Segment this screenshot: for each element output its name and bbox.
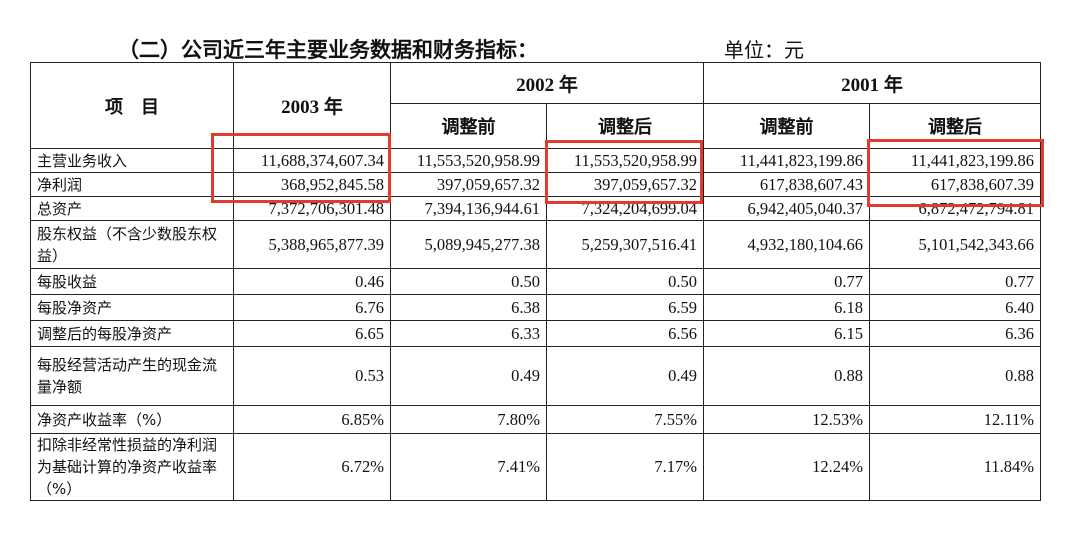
highlight-box-2002-after	[545, 140, 703, 204]
table-row: 总资产 7,372,706,301.48 7,394,136,944.61 7,324…	[30, 196, 1041, 221]
row-value: 11,441,823,199.86	[703, 148, 870, 173]
row-value: 368,952,845.58	[233, 172, 391, 197]
table-row: 每股经营活动产生的现金流量净额 0.53 0.49 0.49 0.88 0.88	[30, 346, 1041, 406]
row-value: 0.49	[390, 346, 547, 406]
row-value: 5,259,307,516.41	[546, 220, 704, 269]
row-value: 6.38	[390, 294, 547, 321]
header-2002-before: 调整前	[390, 103, 547, 149]
row-value: 617,838,607.43	[703, 172, 870, 197]
row-value: 6,942,405,040.37	[703, 196, 870, 221]
row-label: 每股经营活动产生的现金流量净额	[30, 346, 234, 406]
header-2002: 2002 年	[390, 62, 704, 104]
section-title: （二）公司近三年主要业务数据和财务指标：	[118, 38, 538, 62]
row-value: 6.18	[703, 294, 870, 321]
table-row: 净资产收益率（%） 6.85% 7.80% 7.55% 12.53% 12.11%	[30, 405, 1041, 434]
highlight-box-2003	[211, 133, 391, 203]
row-label: 净利润	[30, 172, 234, 197]
row-value: 6.36	[869, 320, 1041, 347]
row-value: 6.85%	[233, 405, 391, 434]
row-value: 11,553,520,958.99	[390, 148, 547, 173]
row-label: 股东权益（不含少数股东权益）	[30, 220, 234, 269]
row-value: 5,388,965,877.39	[233, 220, 391, 269]
row-value: 4,932,180,104.66	[703, 220, 870, 269]
row-value: 617,838,607.39	[869, 172, 1041, 197]
row-label: 调整后的每股净资产	[30, 320, 234, 347]
row-value: 6.33	[390, 320, 547, 347]
header-item: 项 目	[30, 62, 234, 149]
row-value: 6.40	[869, 294, 1041, 321]
unit-label: 单位：元	[724, 38, 804, 62]
row-value: 0.53	[233, 346, 391, 406]
table-row: 每股收益 0.46 0.50 0.50 0.77 0.77	[30, 268, 1041, 295]
row-label: 每股收益	[30, 268, 234, 295]
row-value: 6.72%	[233, 433, 391, 501]
table-row: 每股净资产 6.76 6.38 6.59 6.18 6.40	[30, 294, 1041, 321]
table-row: 主营业务收入 11,688,374,607.34 11,553,520,958.99…	[30, 148, 1041, 173]
row-value: 6.56	[546, 320, 704, 347]
header-2001: 2001 年	[703, 62, 1041, 104]
row-value: 0.50	[390, 268, 547, 295]
row-value: 397,059,657.32	[390, 172, 547, 197]
header-2001-before: 调整前	[703, 103, 870, 149]
row-value: 11.84%	[869, 433, 1041, 501]
row-value: 7.55%	[546, 405, 704, 434]
row-value: 0.46	[233, 268, 391, 295]
row-value: 6.65	[233, 320, 391, 347]
row-value: 11,553,520,958.99	[546, 148, 704, 173]
highlight-box-2001-after	[867, 139, 1044, 207]
row-value: 7.80%	[390, 405, 547, 434]
row-value: 6,872,472,794.81	[869, 196, 1041, 221]
row-value: 5,089,945,277.38	[390, 220, 547, 269]
row-value: 7.17%	[546, 433, 704, 501]
row-value: 0.77	[869, 268, 1041, 295]
row-value: 7,394,136,944.61	[390, 196, 547, 221]
row-value: 6.59	[546, 294, 704, 321]
row-value: 0.49	[546, 346, 704, 406]
financial-table: 项 目 2003 年 2002 年 2001 年 调整前 调整后 调整前 调整后…	[30, 62, 1041, 501]
row-label: 净资产收益率（%）	[30, 405, 234, 434]
table-row: 股东权益（不含少数股东权益） 5,388,965,877.39 5,089,945,…	[30, 220, 1041, 269]
row-value: 0.88	[869, 346, 1041, 406]
table-row: 调整后的每股净资产 6.65 6.33 6.56 6.15 6.36	[30, 320, 1041, 347]
row-label: 总资产	[30, 196, 234, 221]
row-value: 6.15	[703, 320, 870, 347]
row-label: 每股净资产	[30, 294, 234, 321]
row-value: 12.24%	[703, 433, 870, 501]
row-value: 0.88	[703, 346, 870, 406]
table-row: 扣除非经常性损益的净利润为基础计算的净资产收益率（%） 6.72% 7.41% 7.1…	[30, 433, 1041, 501]
row-value: 0.50	[546, 268, 704, 295]
row-value: 11,441,823,199.86	[869, 148, 1041, 173]
row-value: 7.41%	[390, 433, 547, 501]
row-value: 5,101,542,343.66	[869, 220, 1041, 269]
row-label: 主营业务收入	[30, 148, 234, 173]
table-row: 净利润 368,952,845.58 397,059,657.32 397,059,6…	[30, 172, 1041, 197]
row-value: 12.53%	[703, 405, 870, 434]
row-value: 6.76	[233, 294, 391, 321]
row-value: 397,059,657.32	[546, 172, 704, 197]
row-value: 0.77	[703, 268, 870, 295]
row-label: 扣除非经常性损益的净利润为基础计算的净资产收益率（%）	[30, 433, 234, 501]
row-value: 12.11%	[869, 405, 1041, 434]
